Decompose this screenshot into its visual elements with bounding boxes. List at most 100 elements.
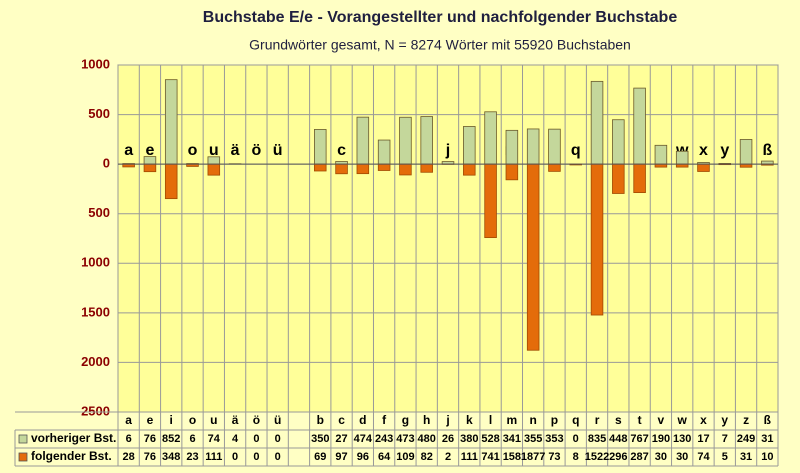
table-value: 74 [208,433,221,445]
bar [590,80,604,165]
table-value: 0 [573,433,579,445]
bar [164,79,178,165]
y-tick-label: 2000 [81,354,110,369]
table-value: 31 [740,451,752,463]
table-value: 26 [442,433,454,445]
y-tick-label: 500 [88,106,110,121]
table-value: 6 [189,433,195,445]
table-value: 6 [126,433,132,445]
bar [207,163,221,176]
table-value: 473 [396,433,414,445]
table-value: 28 [123,451,135,463]
category-label: r [595,413,600,427]
table-value: 380 [460,433,478,445]
table-value: 852 [162,433,180,445]
bar [697,163,710,172]
bar [612,163,625,194]
bar [377,163,391,171]
table-value: 76 [144,451,156,463]
bar [314,163,327,172]
bar [526,128,540,165]
bar [420,163,433,173]
table-value: 0 [275,451,281,463]
table-value: 190 [652,433,670,445]
table-value: 835 [588,433,606,445]
category-label: e [147,413,154,427]
bar [314,129,327,165]
table-value: 355 [524,433,542,445]
category-label: m [507,413,518,427]
plot-area [117,64,779,413]
table-value: 69 [314,451,326,463]
legend-key [18,434,28,444]
category-label: k [466,413,473,427]
bar-letter: ß [762,142,772,159]
table-value: 448 [609,433,627,445]
bar [548,163,561,172]
category-label: x [700,413,707,427]
bar [739,139,753,165]
bar [484,163,497,239]
table-value: 111 [461,451,478,463]
bar-letter: u [209,142,219,159]
category-label: b [317,413,324,427]
table-value: 528 [481,433,499,445]
table-value: 287 [630,451,648,463]
bar [675,150,689,165]
table-value: 96 [357,451,369,463]
bar [484,111,497,165]
category-label: f [382,413,387,427]
table-value: 109 [396,451,414,463]
legend-label: folgender Bst. [31,449,112,463]
category-label: y [721,413,728,427]
table-value: 31 [761,433,773,445]
table-value: 1522 [585,451,609,463]
bar [420,116,433,165]
table-value: 76 [144,433,156,445]
y-tick-label: 500 [88,205,110,220]
category-label: i [170,413,173,427]
table-value: 353 [545,433,563,445]
table-value: 341 [503,433,521,445]
table-value: 82 [421,451,433,463]
bar [377,139,391,165]
bar-letter: ü [273,142,283,159]
bar [590,163,604,316]
bar-letter: e [145,142,154,159]
bar [505,129,519,165]
category-label: a [125,413,132,427]
bar [164,163,178,200]
bar-letter: a [124,142,133,159]
y-tick-label: 0 [103,156,110,171]
category-label: n [529,413,536,427]
table-value: 350 [311,433,329,445]
bar-letter: y [720,142,729,159]
table-value: 111 [205,451,222,463]
category-label: p [551,413,558,427]
category-label: u [210,413,217,427]
category-label: z [743,413,749,427]
table-value: 0 [253,433,259,445]
category-label: h [423,413,430,427]
y-tick-label: 1000 [81,255,110,270]
bar [399,116,412,165]
bar [356,163,370,175]
category-label: s [615,413,622,427]
category-label: g [402,413,409,427]
table-value: 741 [481,451,499,463]
bar-letter: o [188,142,198,159]
table-value: 480 [418,433,436,445]
table-value: 767 [630,433,648,445]
table-value: 249 [737,433,755,445]
bar [463,163,476,176]
table-value: 23 [186,451,198,463]
table-value: 0 [232,451,238,463]
y-tick-label: 2500 [81,403,110,418]
category-label: l [489,413,492,427]
category-label: j [445,413,449,427]
table-value: 30 [655,451,667,463]
table-value: 296 [609,451,627,463]
bar-letter: q [571,142,581,159]
bar [548,128,561,165]
